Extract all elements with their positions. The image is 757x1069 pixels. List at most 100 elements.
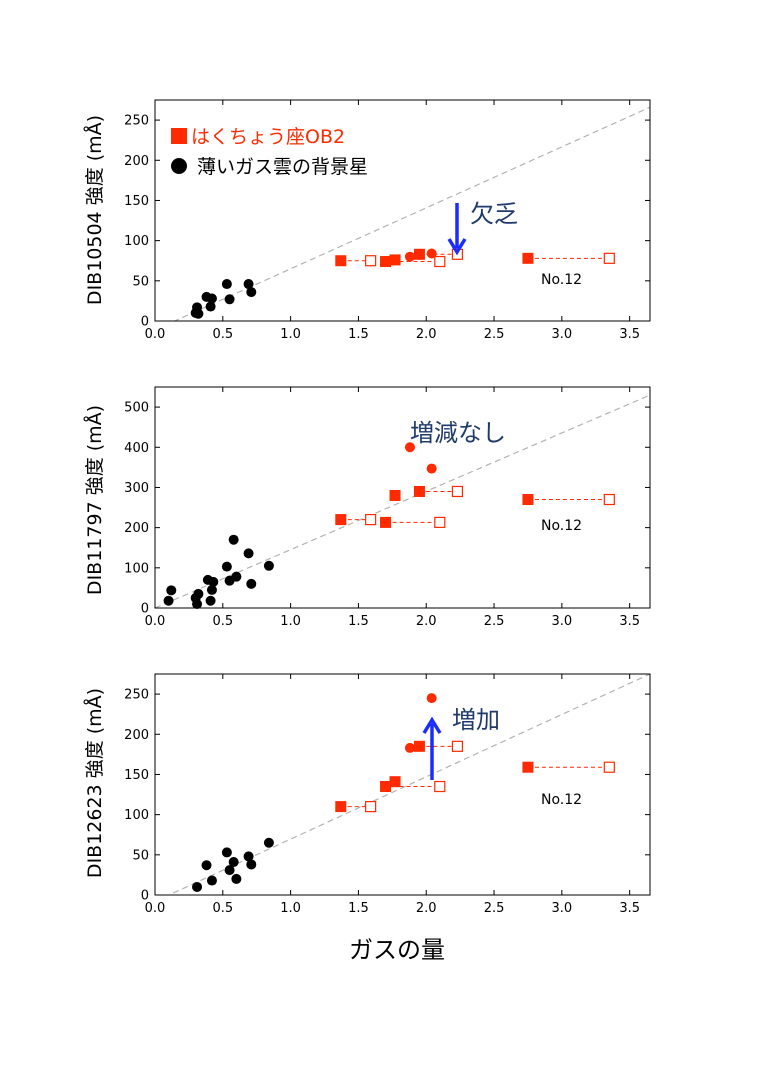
data-point: [380, 516, 392, 528]
data-point: [522, 252, 534, 264]
x-tick-label: 0.0: [145, 614, 166, 629]
y-tick-label: 0: [141, 315, 149, 330]
data-point: [192, 598, 203, 609]
x-tick-label: 1.5: [348, 901, 369, 916]
x-tick-label: 0.5: [212, 614, 233, 629]
data-point: [404, 742, 415, 753]
data-point: [389, 776, 401, 788]
y-tick-label: 100: [124, 234, 149, 249]
data-point: [206, 584, 217, 595]
x-tick-label: 0.5: [212, 901, 233, 916]
x-tick-label: 3.0: [552, 614, 573, 629]
x-tick-label: 0.0: [145, 327, 166, 342]
legend: はくちょう座OB2 薄いガス雲の背景星: [171, 126, 368, 178]
x-tick-label: 0.0: [145, 901, 166, 916]
y-tick-label: 250: [124, 114, 149, 129]
y-tick-label: 400: [124, 441, 149, 456]
legend-circle-marker: [171, 158, 187, 174]
data-point: [522, 761, 534, 773]
data-point: [365, 800, 377, 813]
data-point: [193, 308, 204, 319]
data-point: [166, 585, 177, 596]
data-point: [404, 251, 415, 262]
up-arrow-head: [422, 716, 442, 734]
y-axis-label: DIB11797 強度 (mÅ): [83, 405, 106, 595]
panel-dib11797: 0.0 0.5 1.0 1.5 2.0 2.5 3.0 3.5 0 100 200 300 400 500…: [83, 386, 651, 629]
data-point: [246, 578, 257, 589]
data-point: [243, 279, 254, 290]
data-point: [205, 301, 216, 312]
y-tick-label: 100: [124, 561, 149, 576]
annotation-increase: 増加: [422, 706, 500, 780]
data-point: [163, 595, 174, 606]
y-tick-label: 150: [124, 768, 149, 783]
data-point: [205, 595, 216, 606]
data-point: [206, 293, 217, 304]
x-tick-label: 2.0: [416, 327, 437, 342]
data-point: [522, 494, 534, 506]
x-tick-label: 1.5: [348, 614, 369, 629]
data-point: [413, 248, 425, 260]
x-tick-label: 3.0: [552, 901, 573, 916]
x-tick-label: 3.5: [619, 901, 640, 916]
data-point: [413, 740, 425, 752]
no12-label-panel3: No.12: [541, 792, 582, 808]
y-tick-label: 200: [124, 728, 149, 743]
x-tick-label: 0.5: [212, 327, 233, 342]
y-tick-label: 100: [124, 808, 149, 823]
data-point: [389, 489, 401, 501]
data-point: [426, 463, 437, 474]
x-tick-label: 2.5: [484, 614, 505, 629]
data-point: [335, 514, 347, 526]
annotation-text-depletion: 欠乏: [470, 200, 518, 228]
y-tick-label: 0: [141, 602, 149, 617]
annotation-text-no-change: 増減なし: [410, 419, 506, 447]
y-tick-label: 200: [124, 154, 149, 169]
data-point: [224, 865, 235, 876]
plot-frame: [154, 386, 651, 609]
data-point: [365, 255, 377, 267]
data-point: [365, 513, 377, 526]
data-point: [434, 516, 446, 529]
x-axis-label: ガスの量: [349, 936, 445, 964]
data-point: [193, 588, 204, 599]
data-point: [221, 561, 232, 572]
x-tick-label: 2.0: [416, 614, 437, 629]
data-point: [243, 548, 254, 559]
data-point: [208, 576, 219, 587]
x-tick-label: 3.5: [619, 614, 640, 629]
data-point: [246, 859, 257, 870]
data-point: [201, 860, 212, 871]
y-tick-label: 250: [124, 688, 149, 703]
data-point: [434, 255, 446, 268]
no12-label-panel1: No.12: [541, 272, 582, 288]
data-point: [263, 837, 274, 848]
data-point: [231, 571, 242, 582]
data-point: [426, 248, 437, 259]
x-tick-label: 1.0: [280, 614, 301, 629]
y-tick-label: 50: [132, 848, 149, 863]
data-point: [434, 780, 446, 793]
data-point: [206, 875, 217, 886]
data-point: [221, 279, 232, 290]
x-tick-label: 3.0: [552, 327, 573, 342]
data-point: [404, 442, 415, 453]
plot-frame: [154, 99, 651, 322]
data-point: [263, 560, 274, 571]
data-point: [603, 493, 615, 506]
data-point: [335, 255, 347, 267]
data-point: [451, 485, 464, 498]
y-tick-label: 500: [124, 401, 149, 416]
x-tick-label: 2.5: [484, 901, 505, 916]
data-point: [221, 847, 232, 858]
data-point: [228, 534, 239, 545]
data-point: [224, 294, 235, 305]
data-point: [389, 254, 401, 266]
panel-dib12623: 0.0 0.5 1.0 1.5 2.0 2.5 3.0 3.5 0 50 100 150 200 250 D…: [83, 673, 651, 916]
x-tick-label: 3.5: [619, 327, 640, 342]
legend-label-ob2: はくちょう座OB2: [191, 126, 345, 148]
data-point: [426, 693, 437, 704]
annotation-depletion: 欠乏: [447, 200, 518, 256]
annotation-text-increase: 増加: [452, 706, 500, 734]
